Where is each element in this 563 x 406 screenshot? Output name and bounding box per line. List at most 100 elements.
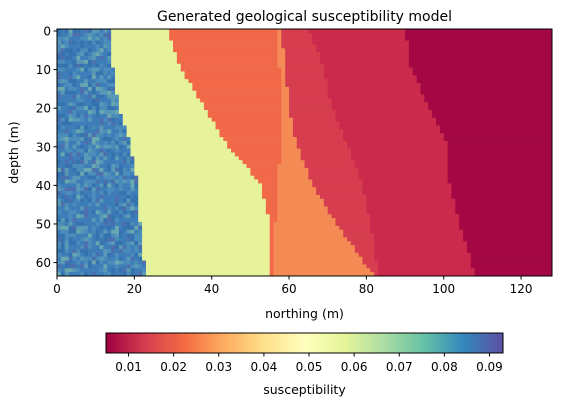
heatmap-cell bbox=[64, 113, 69, 119]
heatmap-cell bbox=[76, 144, 81, 149]
heatmap-cell bbox=[80, 225, 85, 231]
heatmap-cell bbox=[95, 59, 100, 65]
heatmap-cell bbox=[76, 106, 81, 111]
heatmap-cell bbox=[118, 160, 124, 165]
heatmap-cell bbox=[57, 148, 62, 153]
heatmap-cell bbox=[60, 29, 66, 34]
heatmap-cell bbox=[107, 79, 112, 84]
heatmap-cell bbox=[354, 164, 448, 169]
heatmap-cell bbox=[68, 94, 73, 99]
heatmap-cell bbox=[115, 83, 193, 88]
heatmap-cell bbox=[281, 102, 290, 107]
heatmap-cell bbox=[91, 40, 97, 45]
heatmap-cell bbox=[68, 187, 73, 192]
heatmap-cell bbox=[95, 137, 100, 142]
heatmap-cell bbox=[76, 110, 81, 115]
heatmap-cell bbox=[285, 52, 321, 57]
heatmap-cell bbox=[470, 260, 552, 265]
heatmap-cell bbox=[331, 102, 429, 107]
heatmap-cell bbox=[60, 144, 66, 149]
heatmap-cell bbox=[234, 152, 282, 157]
heatmap-cell bbox=[111, 48, 174, 53]
heatmap-cell bbox=[103, 148, 108, 153]
heatmap-cell bbox=[60, 75, 66, 80]
heatmap-cell bbox=[126, 144, 131, 149]
heatmap-cell bbox=[103, 36, 108, 41]
heatmap-cell bbox=[60, 121, 66, 126]
heatmap-cell bbox=[304, 160, 356, 165]
heatmap-cell bbox=[64, 194, 69, 200]
heatmap-cell bbox=[126, 175, 131, 180]
heatmap-cell bbox=[142, 248, 271, 254]
heatmap-cell bbox=[60, 94, 66, 99]
heatmap-cell bbox=[84, 264, 89, 269]
heatmap-cell bbox=[84, 206, 89, 211]
heatmap-cell bbox=[219, 129, 282, 134]
heatmap-cell bbox=[122, 272, 127, 276]
heatmap-cell bbox=[84, 225, 89, 231]
heatmap-cell bbox=[84, 148, 89, 153]
heatmap-cell bbox=[72, 179, 77, 184]
heatmap-cell bbox=[72, 233, 77, 238]
heatmap-cell bbox=[184, 71, 282, 76]
heatmap-cell bbox=[289, 90, 329, 95]
heatmap-cell bbox=[339, 125, 441, 130]
heatmap-cell bbox=[68, 56, 73, 61]
heatmap-cell bbox=[95, 44, 100, 49]
heatmap-cell bbox=[107, 268, 112, 273]
heatmap-cell bbox=[107, 102, 112, 107]
heatmap-cell bbox=[335, 110, 433, 115]
heatmap-cell bbox=[126, 164, 131, 169]
heatmap-cell bbox=[60, 56, 66, 61]
heatmap-cell bbox=[76, 179, 81, 184]
heatmap-cell bbox=[72, 214, 77, 219]
heatmap-cell bbox=[115, 229, 120, 234]
heatmap-cell bbox=[203, 102, 282, 107]
heatmap-cell bbox=[142, 268, 147, 273]
heatmap-cell bbox=[115, 214, 120, 219]
heatmap-cell bbox=[343, 233, 375, 238]
heatmap-cell bbox=[76, 148, 81, 153]
heatmap-cell bbox=[57, 98, 62, 103]
heatmap-cell bbox=[447, 148, 552, 153]
heatmap-cell bbox=[412, 67, 552, 72]
heatmap-cell bbox=[57, 221, 62, 227]
heatmap-cell bbox=[130, 148, 232, 153]
heatmap-cell bbox=[60, 194, 66, 200]
heatmap-cell bbox=[265, 198, 278, 204]
heatmap-cell bbox=[115, 210, 120, 215]
heatmap-cell bbox=[64, 218, 69, 223]
heatmap-cell bbox=[95, 210, 100, 215]
heatmap-cell bbox=[142, 252, 271, 258]
heatmap-cell bbox=[57, 79, 62, 84]
heatmap-cell bbox=[60, 179, 66, 184]
heatmap-cell bbox=[281, 156, 301, 161]
plot-frame bbox=[56, 28, 553, 277]
heatmap-cell bbox=[95, 140, 100, 146]
heatmap-cell bbox=[99, 94, 104, 99]
heatmap-cell bbox=[87, 171, 93, 177]
heatmap-cell bbox=[103, 248, 108, 254]
heatmap-cell bbox=[111, 156, 116, 161]
heatmap-cell bbox=[103, 225, 108, 231]
heatmap-cell bbox=[80, 67, 85, 72]
heatmap-cell bbox=[269, 260, 274, 265]
heatmap-cell bbox=[405, 29, 552, 34]
heatmap-cell bbox=[277, 175, 309, 180]
heatmap-cell bbox=[57, 86, 62, 92]
heatmap-cell bbox=[57, 198, 62, 204]
heatmap-cell bbox=[60, 83, 66, 88]
heatmap-cell bbox=[134, 191, 139, 196]
heatmap-cell bbox=[118, 229, 124, 234]
heatmap-cell bbox=[269, 221, 274, 227]
heatmap-cell bbox=[273, 241, 352, 246]
heatmap-cell bbox=[57, 245, 62, 250]
heatmap-cell bbox=[408, 59, 552, 65]
heatmap-cell bbox=[118, 252, 124, 258]
heatmap-cell bbox=[126, 129, 220, 134]
heatmap-cell bbox=[72, 225, 77, 231]
heatmap-cell bbox=[118, 156, 124, 161]
heatmap-cell bbox=[95, 175, 100, 180]
heatmap-cell bbox=[95, 90, 100, 95]
heatmap-cell bbox=[111, 214, 116, 219]
